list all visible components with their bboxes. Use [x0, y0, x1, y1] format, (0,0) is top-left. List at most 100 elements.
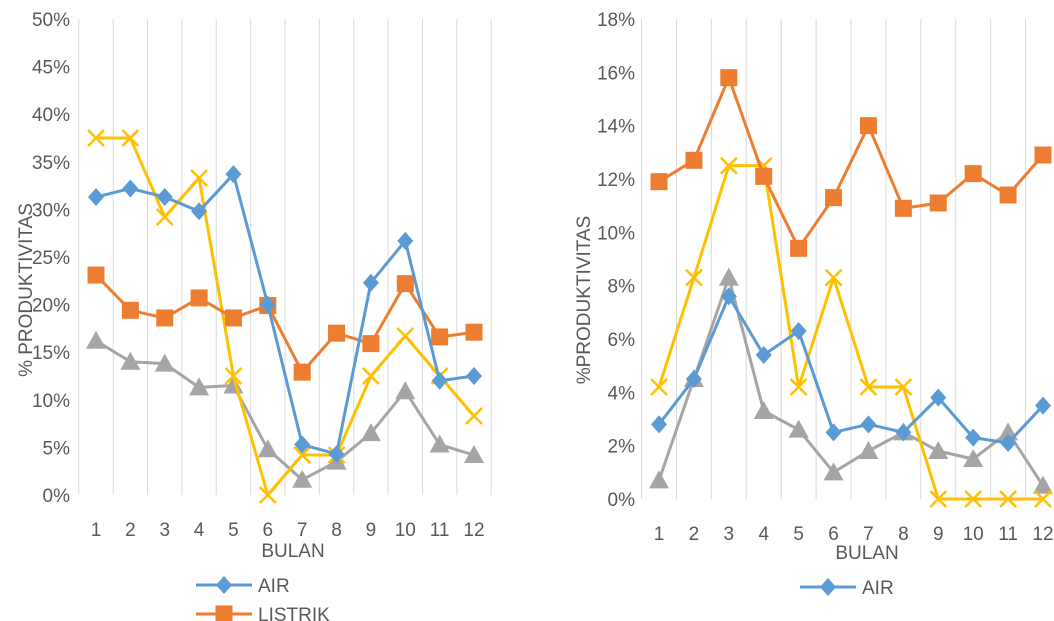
y-tick-label: 25%	[32, 248, 70, 269]
data-point	[650, 173, 668, 191]
x-axis-title: BULAN	[261, 541, 324, 562]
series-series-2	[86, 330, 484, 488]
data-point	[431, 371, 448, 390]
data-point	[395, 381, 416, 400]
data-point	[928, 441, 949, 459]
series-line	[95, 339, 475, 482]
legend: AIR LISTRIK	[196, 576, 330, 621]
x-tick-label: 4	[758, 524, 769, 545]
series-air	[88, 165, 482, 464]
series-series-3	[87, 129, 483, 504]
data-point	[156, 188, 173, 207]
data-point	[685, 151, 703, 169]
data-point	[685, 268, 703, 287]
data-point	[650, 378, 668, 396]
data-point	[293, 446, 312, 464]
x-tick-label: 7	[863, 524, 874, 545]
data-point	[224, 367, 243, 385]
data-point	[651, 415, 667, 434]
y-tick-label: 45%	[32, 58, 70, 79]
data-point	[465, 323, 483, 341]
data-point	[121, 129, 140, 147]
data-point	[755, 346, 772, 364]
x-tick-label: 8	[331, 520, 342, 541]
data-point	[753, 401, 774, 419]
y-tick-label: 10%	[597, 223, 635, 244]
y-tick-label: 6%	[608, 330, 636, 351]
y-tick-label: 10%	[32, 391, 70, 412]
y-tick-label: 0%	[608, 490, 636, 511]
y-tick-label: 8%	[608, 277, 636, 298]
data-point	[465, 407, 483, 425]
x-tick-label: 5	[228, 520, 239, 541]
data-point	[396, 327, 415, 345]
legend: AIR	[800, 578, 894, 599]
data-point	[86, 330, 106, 349]
data-point	[649, 470, 669, 489]
x-tick-label: 12	[1032, 524, 1053, 545]
y-tick-label: 18%	[597, 10, 635, 31]
x-tick-label: 6	[828, 524, 839, 545]
data-point	[755, 167, 773, 185]
series-line	[657, 164, 1043, 501]
data-point	[328, 445, 345, 464]
data-point	[294, 435, 311, 454]
data-point	[823, 462, 844, 481]
data-point	[328, 324, 346, 342]
series-series-1	[650, 69, 1052, 257]
y-tick-label: 12%	[597, 170, 635, 191]
data-point	[929, 194, 947, 212]
data-point	[790, 239, 808, 257]
data-point	[87, 266, 105, 284]
x-tick-label: 8	[898, 524, 909, 545]
legend-marker	[215, 605, 233, 621]
legend-label: LISTRIK	[258, 605, 330, 621]
data-point	[360, 423, 381, 442]
data-point	[1000, 434, 1017, 452]
x-tick-label: 4	[194, 520, 205, 541]
data-point	[224, 309, 242, 327]
y-tick-label: 35%	[32, 153, 70, 174]
data-point	[719, 156, 738, 175]
x-tick-label: 10	[395, 520, 416, 541]
y-tick-label: 16%	[597, 63, 635, 84]
gridlines	[78, 19, 492, 495]
data-point	[1034, 146, 1052, 164]
data-point	[929, 490, 948, 508]
x-tick-label: 2	[125, 520, 136, 541]
data-point	[965, 428, 982, 447]
data-point	[999, 490, 1017, 508]
data-point	[859, 378, 878, 396]
data-point	[292, 469, 313, 488]
data-point	[431, 328, 449, 346]
data-point	[362, 367, 380, 385]
data-point	[788, 419, 809, 438]
data-point	[999, 186, 1017, 204]
data-point	[120, 351, 141, 370]
data-point	[1033, 475, 1053, 494]
y-tick-label: 20%	[32, 296, 70, 317]
data-point	[156, 309, 174, 327]
data-point	[858, 441, 879, 459]
data-point	[362, 273, 379, 292]
data-point	[258, 486, 277, 504]
data-point	[720, 69, 738, 87]
data-point	[859, 117, 877, 135]
y-tick-label: 30%	[32, 200, 70, 221]
x-tick-label: 5	[793, 524, 804, 545]
x-tick-label: 11	[998, 524, 1018, 545]
x-tick-label: 7	[297, 520, 308, 541]
data-point	[1034, 490, 1052, 508]
y-tick-label: 4%	[608, 383, 636, 404]
data-point	[720, 287, 737, 306]
data-point	[930, 388, 947, 407]
data-point	[894, 378, 913, 396]
x-tick-label: 1	[654, 524, 665, 545]
data-point	[121, 301, 139, 319]
x-tick-label: 1	[91, 520, 102, 541]
data-point	[1035, 396, 1051, 415]
chart-left: 0%5%10%15%20%25%30%35%40%45%50%1 2 3 4 5 6 7 8 9…	[16, 10, 492, 621]
legend-label: AIR	[258, 576, 290, 597]
data-point	[860, 415, 877, 434]
x-tick-label: 10	[963, 524, 984, 545]
